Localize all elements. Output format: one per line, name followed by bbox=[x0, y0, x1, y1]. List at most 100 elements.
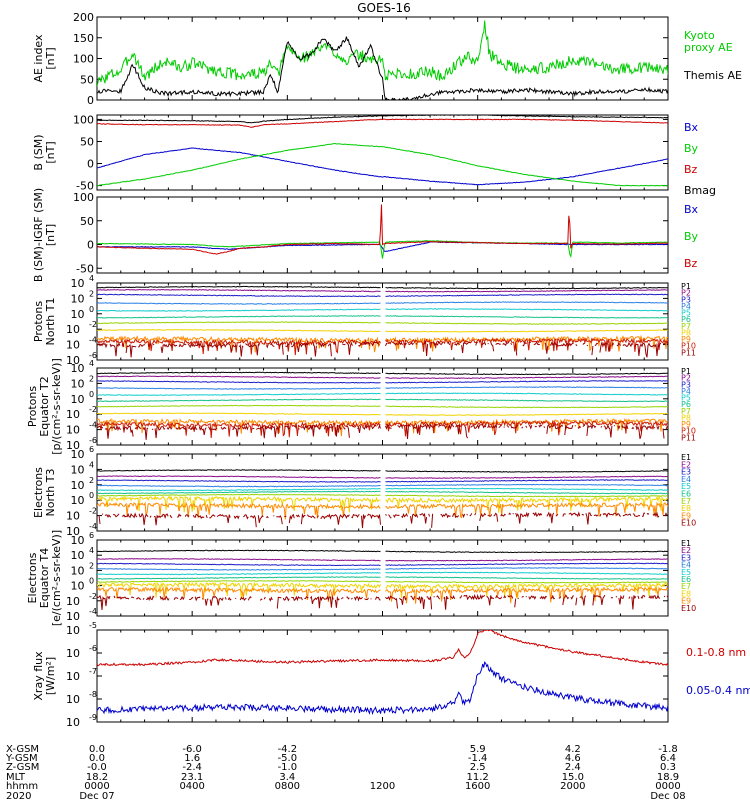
series-line bbox=[97, 630, 668, 667]
series-line bbox=[97, 36, 668, 100]
y-tick-label: 10 bbox=[71, 292, 85, 305]
channel-line bbox=[410, 595, 416, 601]
channel-line bbox=[97, 576, 381, 580]
channel-line bbox=[116, 596, 130, 600]
channel-line bbox=[522, 341, 528, 347]
y-tick-exponent: -2 bbox=[89, 507, 97, 516]
channel-label: P10 bbox=[681, 427, 696, 436]
legend-entry: Bmag bbox=[684, 184, 716, 197]
channel-line bbox=[515, 343, 518, 356]
channel-line bbox=[97, 412, 381, 416]
y-tick-exponent: -2 bbox=[89, 405, 97, 414]
channel-line bbox=[298, 428, 300, 430]
x-info-value: 2.4 bbox=[565, 762, 581, 773]
y-tick-label: 10 bbox=[66, 439, 80, 452]
y-tick-exponent: -5 bbox=[89, 621, 97, 630]
y-tick-exponent: -6 bbox=[89, 351, 97, 360]
channel-line bbox=[443, 425, 448, 430]
channel-line bbox=[358, 341, 370, 347]
y-tick-exponent: 4 bbox=[89, 274, 94, 283]
channel-line bbox=[579, 595, 587, 606]
channel-line bbox=[154, 425, 166, 439]
channel-line bbox=[514, 598, 517, 608]
channel-line bbox=[138, 343, 146, 348]
channel-line bbox=[506, 424, 510, 428]
y-tick-label: 50 bbox=[80, 135, 94, 148]
x-info-value: 6.4 bbox=[660, 753, 676, 764]
x-info-value: 11.2 bbox=[467, 772, 489, 783]
channel-line bbox=[570, 595, 574, 600]
date-start-label: Dec 07 bbox=[79, 791, 114, 800]
panel-bigrf: -50 0 50 100 B (SM)-IGRF (SM) [nT] Bx By Bz bbox=[32, 188, 699, 282]
channel-line bbox=[209, 595, 224, 606]
channel-line bbox=[259, 598, 263, 601]
y-tick-exponent: 0 bbox=[89, 390, 94, 399]
y-tick-label: -50 bbox=[76, 262, 94, 275]
channel-line bbox=[510, 342, 513, 345]
channel-line bbox=[291, 342, 296, 348]
y-tick-label: 100 bbox=[73, 113, 94, 126]
channel-line bbox=[192, 513, 205, 520]
channel-line bbox=[238, 344, 244, 357]
channel-line bbox=[385, 479, 668, 483]
y-tick-exponent: 6 bbox=[89, 531, 94, 540]
channel-line bbox=[241, 425, 249, 431]
channel-label: E5 bbox=[681, 568, 691, 577]
channel-label: P3 bbox=[681, 380, 691, 389]
y-tick-label: 10 bbox=[71, 479, 85, 492]
channel-line bbox=[621, 424, 629, 430]
channel-line bbox=[342, 426, 346, 430]
y-tick-label: 10 bbox=[71, 549, 85, 562]
channel-label: P3 bbox=[681, 295, 691, 304]
channel-line bbox=[347, 341, 353, 355]
x-info-value: 4.2 bbox=[565, 744, 581, 755]
channel-line bbox=[393, 514, 400, 518]
channel-line bbox=[270, 343, 275, 347]
channel-line bbox=[385, 308, 668, 312]
channel-line bbox=[257, 514, 264, 524]
y-tick-label: 50 bbox=[80, 73, 94, 86]
y-tick-exponent: 2 bbox=[89, 374, 94, 383]
legend-entry: By bbox=[684, 142, 699, 155]
y-tick-exponent: 4 bbox=[89, 460, 94, 469]
channel-label: E3 bbox=[681, 553, 691, 562]
channel-label: E4 bbox=[681, 561, 691, 570]
y-axis-label: North T3 bbox=[44, 469, 57, 517]
channel-line bbox=[440, 513, 451, 519]
channel-line bbox=[662, 342, 667, 345]
channel-line bbox=[385, 567, 668, 570]
channel-label: E8 bbox=[681, 589, 691, 598]
channel-label: P8 bbox=[681, 328, 691, 337]
channel-line bbox=[422, 340, 429, 357]
y-tick-label: 10 bbox=[66, 624, 80, 637]
y-tick-label: 10 bbox=[66, 647, 80, 660]
channel-line bbox=[385, 380, 668, 384]
plot-area bbox=[97, 115, 668, 187]
legend-label: Bz bbox=[684, 257, 698, 270]
channel-line bbox=[515, 511, 530, 524]
channel-line bbox=[249, 514, 257, 528]
channel-line bbox=[452, 512, 460, 519]
channel-line bbox=[97, 425, 104, 429]
channel-label: P1 bbox=[681, 367, 691, 376]
channel-line bbox=[177, 513, 182, 518]
channel-line bbox=[97, 328, 381, 333]
channel-line bbox=[385, 475, 668, 479]
channel-line bbox=[220, 426, 227, 430]
legend-label: 0.05-0.4 nm bbox=[686, 684, 750, 697]
channel-line bbox=[637, 595, 640, 599]
channel-label: E9 bbox=[681, 511, 691, 520]
channel-line bbox=[404, 342, 407, 346]
y-axis-label: Protons bbox=[32, 301, 45, 342]
y-tick-exponent: -6 bbox=[89, 436, 97, 445]
channel-line bbox=[146, 595, 155, 601]
channel-line bbox=[487, 423, 498, 429]
y-tick-label: 200 bbox=[73, 11, 94, 24]
channel-line bbox=[495, 342, 501, 345]
channel-line bbox=[443, 595, 449, 610]
channel-line bbox=[285, 343, 290, 347]
channel-line bbox=[97, 315, 381, 319]
channel-line bbox=[385, 487, 668, 491]
